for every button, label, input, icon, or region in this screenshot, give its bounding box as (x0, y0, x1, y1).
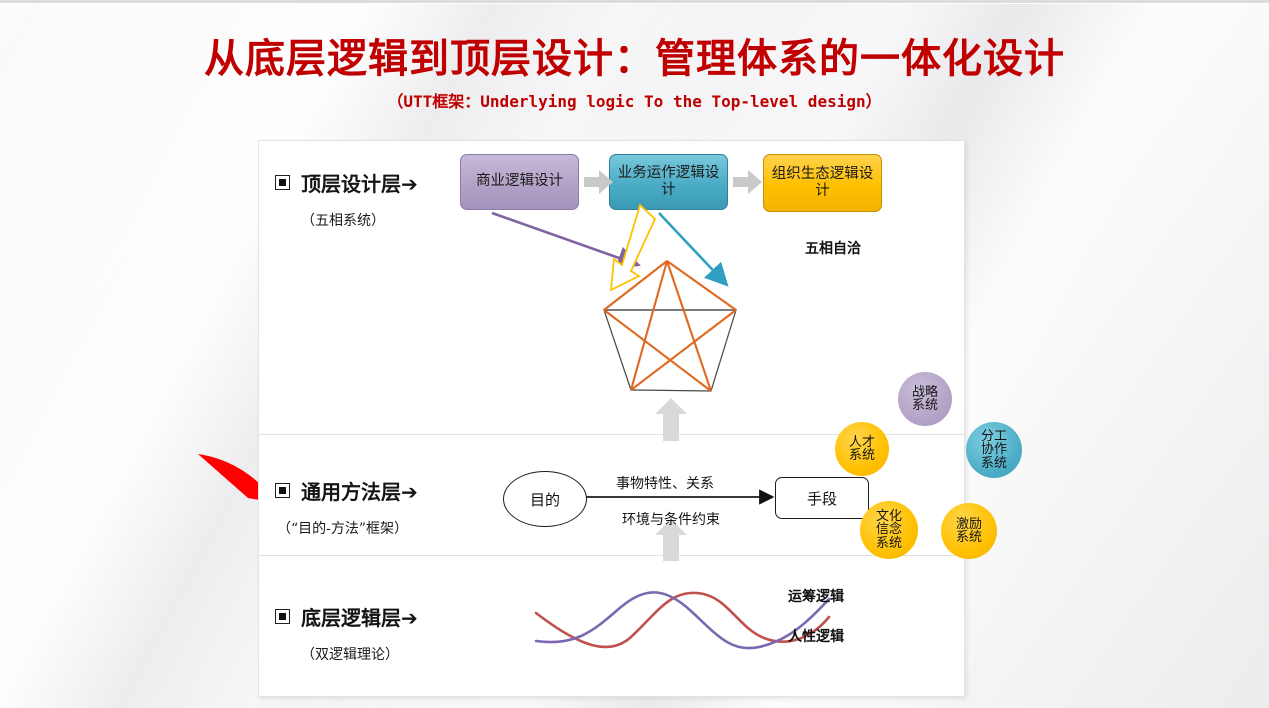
layer-label-underlying[interactable]: 底层逻辑层➔ （双逻辑理论） (275, 602, 418, 664)
node-division-coop-system[interactable]: 分工 协作 系统 (966, 422, 1022, 478)
node-label: 激励 系统 (955, 516, 982, 545)
callout-label-wuxiang-zizhi: 五相自洽 (805, 241, 861, 257)
node-label: 人才 系统 (848, 434, 875, 463)
label-operations-logic: 运筹逻辑 (788, 589, 844, 605)
bullet-square-icon (275, 609, 290, 624)
layer-divider-1 (259, 434, 964, 435)
layer-label-top-design[interactable]: 顶层设计层➔ （五相系统） (275, 168, 418, 230)
box-label: 商业逻辑设计 (476, 173, 563, 190)
box-label: 业务运作逻辑设计 (617, 164, 720, 198)
bullet-square-icon (275, 175, 290, 190)
riser-arrow-upper (655, 398, 687, 441)
box-label: 组织生态逻辑设计 (771, 165, 874, 199)
layer-title: 顶层设计层➔ (301, 172, 418, 196)
shape-label: 手段 (806, 489, 837, 508)
caption-thing-properties: 事物特性、关系 (616, 476, 714, 492)
arrow-biz-to-strategy (491, 211, 641, 269)
layer-title: 通用方法层➔ (301, 480, 418, 504)
bullet-square-icon (275, 483, 290, 498)
pentagon-orange-edges (603, 260, 737, 392)
curve-human-logic (534, 591, 831, 649)
hollow-arrow-wuxiang (609, 203, 657, 292)
layer-subtitle: （五相系统） (301, 213, 385, 229)
box-operations-logic-design[interactable]: 业务运作逻辑设计 (609, 154, 728, 210)
layer-divider-2 (259, 555, 964, 556)
layer-label-method[interactable]: 通用方法层➔ （“目的-方法”框架） (275, 476, 418, 538)
node-culture-belief-system[interactable]: 文化 信念 系统 (860, 501, 918, 559)
shape-means[interactable]: 手段 (775, 477, 869, 519)
slide-subtitle: （UTT框架：Underlying logic To the Top-level… (387, 92, 882, 111)
shape-purpose[interactable]: 目的 (503, 471, 587, 527)
riser-arrow-lower (655, 519, 687, 561)
pentagon-outline (603, 309, 737, 392)
label-human-logic: 人性逻辑 (788, 629, 844, 645)
box-business-logic-design[interactable]: 商业逻辑设计 (460, 154, 579, 210)
box-org-ecology-logic-design[interactable]: 组织生态逻辑设计 (763, 154, 882, 212)
top-border-highlight (0, 3, 1269, 4)
content-panel: 顶层设计层➔ （五相系统） 通用方法层➔ （“目的-方法”框架） 底层逻辑层➔ … (258, 140, 1022, 697)
layer-title: 底层逻辑层➔ (301, 606, 418, 630)
node-strategy-system[interactable]: 战略 系统 (898, 372, 952, 426)
node-talent-system[interactable]: 人才 系统 (835, 422, 889, 476)
node-incentive-system[interactable]: 激励 系统 (941, 503, 997, 559)
node-label: 战略 系统 (911, 384, 938, 413)
arrow-ops-to-divcoop (658, 212, 729, 287)
shape-label: 目的 (529, 490, 560, 509)
caption-env-constraints: 环境与条件约束 (622, 512, 720, 528)
curve-operations-logic (534, 591, 831, 650)
layer-subtitle: （“目的-方法”框架） (277, 521, 409, 537)
node-label: 分工 协作 系统 (980, 429, 1007, 471)
arrow-right-icon (733, 170, 762, 194)
top-layer-connectors (491, 203, 831, 650)
node-label: 文化 信念 系统 (875, 509, 902, 551)
slide-title: 从底层逻辑到顶层设计：管理体系的一体化设计 (204, 36, 1065, 82)
top-border-line (0, 0, 1269, 3)
layer-subtitle: （双逻辑理论） (301, 647, 399, 663)
arrow-right-icon (584, 170, 613, 194)
